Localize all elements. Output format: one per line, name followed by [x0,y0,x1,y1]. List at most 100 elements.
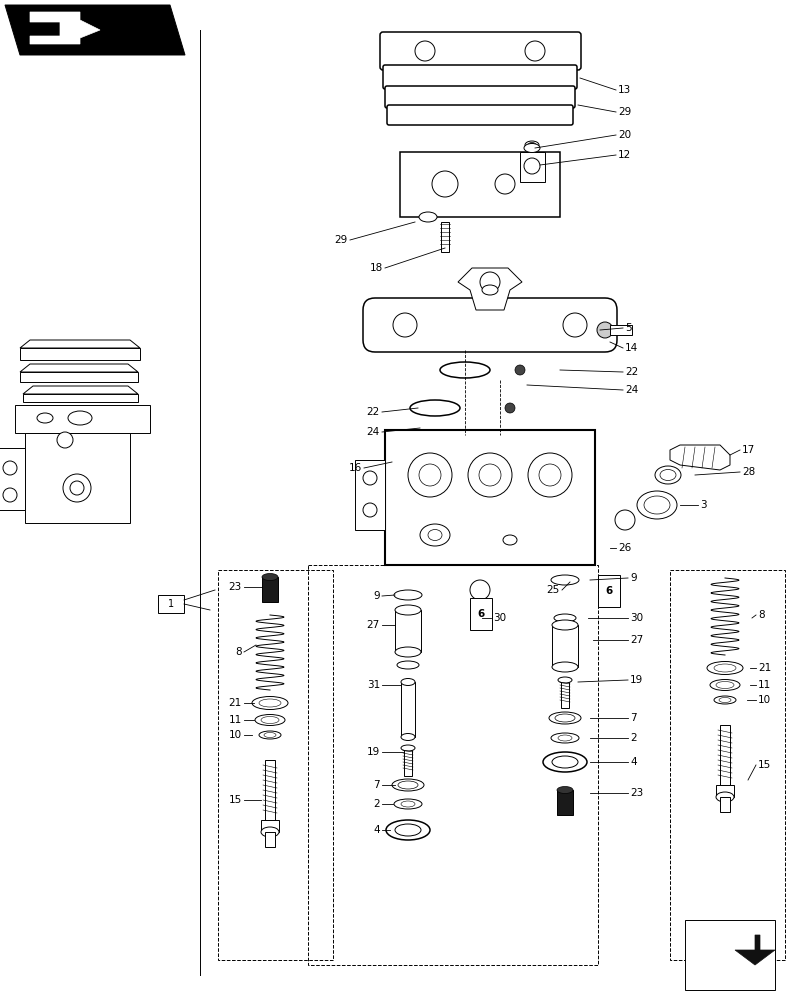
Ellipse shape [410,400,460,416]
Polygon shape [669,445,729,470]
Ellipse shape [440,362,489,378]
Text: 28: 28 [741,467,754,477]
Ellipse shape [68,411,92,425]
Ellipse shape [393,799,422,809]
Ellipse shape [659,470,676,481]
Ellipse shape [713,664,735,672]
Bar [684,920,774,990]
Bar [20,372,138,382]
Text: 30: 30 [629,613,642,623]
Circle shape [523,158,539,174]
Ellipse shape [37,413,53,423]
Text: 21: 21 [229,698,242,708]
Text: 27: 27 [629,635,642,645]
Polygon shape [30,12,100,44]
Text: 2: 2 [629,733,636,743]
Bar [719,797,729,812]
Text: 11: 11 [229,715,242,725]
Ellipse shape [394,647,420,657]
Ellipse shape [264,732,276,738]
Ellipse shape [259,731,281,739]
Text: 19: 19 [367,747,380,757]
Text: 23: 23 [229,582,242,592]
Circle shape [478,464,500,486]
Ellipse shape [255,714,285,726]
Text: 25: 25 [546,585,560,595]
Ellipse shape [554,714,574,722]
Text: 10: 10 [757,695,770,705]
Ellipse shape [548,712,581,724]
Bar [262,577,277,602]
Ellipse shape [394,605,420,615]
Text: 6: 6 [605,586,611,596]
Text: 2: 2 [373,799,380,809]
Text: 5: 5 [624,323,631,333]
Text: 24: 24 [624,385,637,395]
Bar [23,394,138,402]
Ellipse shape [63,474,91,502]
Ellipse shape [394,824,420,836]
Circle shape [414,41,435,61]
Text: 23: 23 [629,788,642,798]
Ellipse shape [543,752,586,772]
Text: 3: 3 [699,500,706,510]
Ellipse shape [557,677,571,683]
Text: 27: 27 [367,620,380,630]
Bar [15,405,150,433]
Text: 16: 16 [348,463,362,473]
Bar [519,152,544,182]
Circle shape [495,174,514,194]
Text: 7: 7 [629,713,636,723]
Ellipse shape [643,496,669,514]
Bar [264,832,275,847]
Ellipse shape [718,698,730,702]
Bar [400,152,560,217]
Bar [669,570,784,960]
Ellipse shape [427,530,441,540]
Polygon shape [0,448,25,510]
Text: 21: 21 [757,663,770,673]
Ellipse shape [3,461,17,475]
Bar [556,790,573,815]
Ellipse shape [401,734,414,740]
Ellipse shape [401,745,414,751]
Circle shape [562,313,586,337]
Text: 14: 14 [624,343,637,353]
Bar [470,598,491,630]
Bar [719,725,729,785]
Ellipse shape [70,481,84,495]
Text: 8: 8 [235,647,242,657]
FancyBboxPatch shape [380,32,581,70]
Circle shape [470,580,489,600]
Text: 9: 9 [373,591,380,601]
Bar [404,748,411,776]
Bar [25,433,130,523]
Bar [394,610,420,652]
Ellipse shape [401,678,414,686]
Text: 8: 8 [757,610,764,620]
Ellipse shape [401,801,414,807]
Circle shape [431,171,457,197]
Ellipse shape [713,696,735,704]
Polygon shape [5,5,185,55]
Ellipse shape [551,620,577,630]
Ellipse shape [482,285,497,295]
Circle shape [614,510,634,530]
FancyBboxPatch shape [383,65,577,89]
FancyBboxPatch shape [387,105,573,125]
Ellipse shape [551,756,577,768]
Ellipse shape [3,488,17,502]
Ellipse shape [363,503,376,517]
Circle shape [479,272,500,292]
Bar [440,222,448,252]
Text: 20: 20 [617,130,630,140]
Text: 10: 10 [229,730,242,740]
Ellipse shape [393,590,422,600]
Bar [20,348,139,360]
Ellipse shape [397,661,418,669]
Text: 31: 31 [367,680,380,690]
Ellipse shape [260,827,279,837]
Text: 29: 29 [617,107,630,117]
Ellipse shape [385,820,430,840]
Polygon shape [20,340,139,348]
